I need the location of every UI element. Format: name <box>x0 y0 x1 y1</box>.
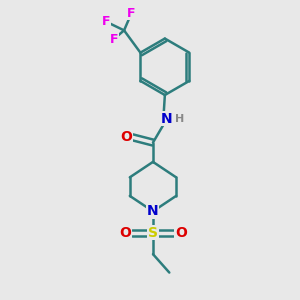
Text: F: F <box>101 15 110 28</box>
Text: F: F <box>110 33 118 46</box>
Text: N: N <box>161 112 173 126</box>
Text: N: N <box>147 204 159 218</box>
Text: O: O <box>119 226 131 240</box>
Text: O: O <box>175 226 187 240</box>
Text: S: S <box>148 226 158 240</box>
Text: H: H <box>175 114 184 124</box>
Text: O: O <box>120 130 132 144</box>
Text: F: F <box>127 7 136 20</box>
